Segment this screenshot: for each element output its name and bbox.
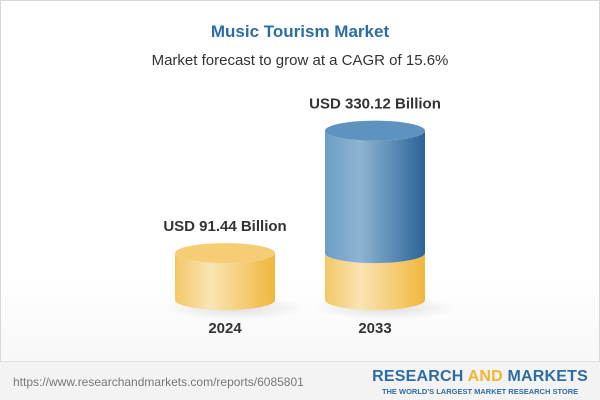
category-label: 2024 (208, 320, 242, 337)
cylinder-top (175, 243, 275, 264)
footer: https://www.researchandmarkets.com/repor… (0, 361, 600, 400)
cylinder-base-segment (175, 253, 275, 310)
data-label: USD 91.44 Billion (163, 218, 286, 235)
cylinder-top (325, 120, 425, 141)
cylinder-chart: USD 91.44 Billion 2024 USD 330.12 Billion 2… (163, 96, 457, 337)
cylinder-base-segment (325, 253, 425, 310)
category-label: 2033 (358, 320, 391, 337)
research-and-markets-logo: RESEARCH AND MARKETS THE WORLD'S LARGEST… (372, 368, 588, 396)
chart-subtitle: Market forecast to grow at a CAGR of 15.… (151, 52, 449, 69)
cylinder-growth-segment (325, 130, 425, 264)
source-url[interactable]: https://www.researchandmarkets.com/repor… (13, 375, 304, 389)
data-label: USD 330.12 Billion (309, 96, 441, 113)
chart-title: Music Tourism Market (210, 22, 390, 41)
